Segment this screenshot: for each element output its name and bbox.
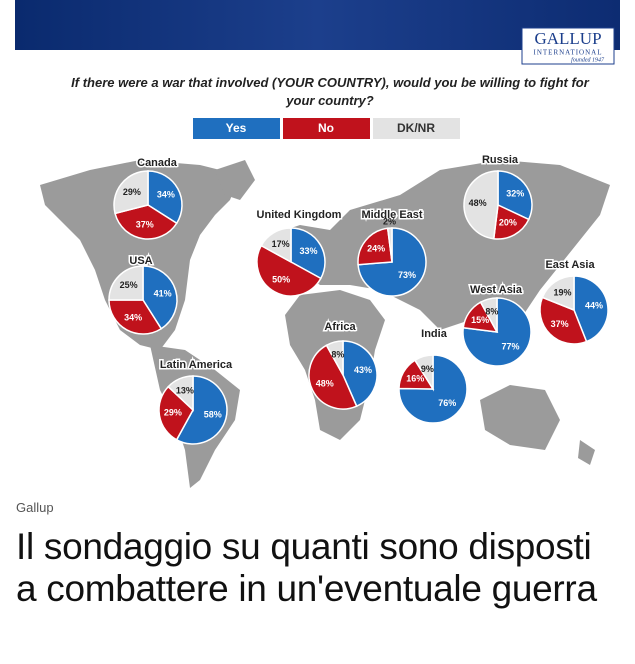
region-label: East Asia xyxy=(545,259,595,271)
legend-label: DK/NR xyxy=(397,121,435,135)
legend-label: Yes xyxy=(226,121,247,135)
logo-box xyxy=(521,27,615,65)
data-label: 17% xyxy=(272,239,290,249)
legend-swatch xyxy=(373,118,460,139)
data-label: 37% xyxy=(136,220,154,230)
pie-slice xyxy=(108,265,144,301)
region-label: Middle East xyxy=(361,209,422,221)
data-label: 33% xyxy=(300,246,318,256)
data-label: 58% xyxy=(204,409,222,419)
data-label: 44% xyxy=(585,301,603,311)
pie-slice xyxy=(256,244,322,297)
data-label: 34% xyxy=(124,312,142,322)
data-label: 9% xyxy=(421,364,434,374)
pie-slice xyxy=(308,344,358,410)
region-label: Russia xyxy=(482,154,519,166)
logo-sub: INTERNATIONAL xyxy=(534,49,603,57)
legend-swatch xyxy=(193,118,280,139)
headline: Il sondaggio su quanti sono disposti a c… xyxy=(16,526,597,609)
data-label: 76% xyxy=(438,398,456,408)
region-label: Canada xyxy=(137,157,178,169)
pie-slice xyxy=(175,375,228,445)
header-band xyxy=(15,0,620,50)
logo: GALLUP xyxy=(534,29,601,48)
region-label: Africa xyxy=(324,321,356,333)
pie-slice xyxy=(290,227,326,280)
data-label: 48% xyxy=(316,378,334,388)
data-label: 8% xyxy=(485,307,498,317)
pie-slice xyxy=(413,354,434,392)
data-label: 43% xyxy=(354,365,372,375)
pie-slice xyxy=(158,385,194,441)
pie-slice xyxy=(260,227,292,264)
region-label: Latin America xyxy=(160,359,233,371)
pie-slice xyxy=(113,170,149,215)
data-label: 50% xyxy=(272,274,290,284)
pie-slice xyxy=(167,375,194,412)
data-label: 77% xyxy=(501,342,519,352)
data-label: 2% xyxy=(383,216,396,226)
data-label: 25% xyxy=(120,280,138,290)
legend-label: No xyxy=(318,121,334,135)
pie-slice xyxy=(357,227,393,266)
pie-slice xyxy=(386,227,393,263)
region-label: India xyxy=(421,328,448,340)
data-label: 32% xyxy=(506,188,524,198)
data-label: 48% xyxy=(469,198,487,208)
data-label: 29% xyxy=(164,408,182,418)
region-label: United Kingdom xyxy=(257,209,342,221)
pie-slice xyxy=(398,354,468,424)
data-label: 19% xyxy=(554,288,572,298)
chart-title: If there were a war that involved (YOUR … xyxy=(71,75,589,108)
pie-slice xyxy=(497,170,533,221)
pie-slice xyxy=(463,170,499,240)
pie-slice xyxy=(342,340,378,408)
pie-slice xyxy=(114,204,178,240)
data-label: 20% xyxy=(499,217,517,227)
data-label: 15% xyxy=(471,315,489,325)
source: Gallup xyxy=(16,500,54,515)
data-label: 13% xyxy=(176,386,194,396)
region-label: USA xyxy=(129,255,152,267)
pie-slice xyxy=(573,275,609,343)
pie-slice xyxy=(325,340,344,378)
data-label: 8% xyxy=(331,350,344,360)
pie-slice xyxy=(541,275,575,312)
pie-slice xyxy=(479,297,498,333)
data-label: 29% xyxy=(123,187,141,197)
data-label: 73% xyxy=(398,270,416,280)
pie-slice xyxy=(492,203,530,240)
data-label: 24% xyxy=(367,244,385,254)
pie-slice xyxy=(108,299,163,335)
data-label: 16% xyxy=(406,373,424,383)
data-label: 34% xyxy=(157,190,175,200)
infographic: GALLUP INTERNATIONAL founded 1947 Yes No D… xyxy=(15,0,620,488)
data-label: 41% xyxy=(154,289,172,299)
data-label: 37% xyxy=(551,319,569,329)
logo-founded: founded 1947 xyxy=(571,56,605,63)
legend-swatch xyxy=(283,118,370,139)
region-label: West Asia xyxy=(470,284,523,296)
pie-slice xyxy=(539,296,588,345)
